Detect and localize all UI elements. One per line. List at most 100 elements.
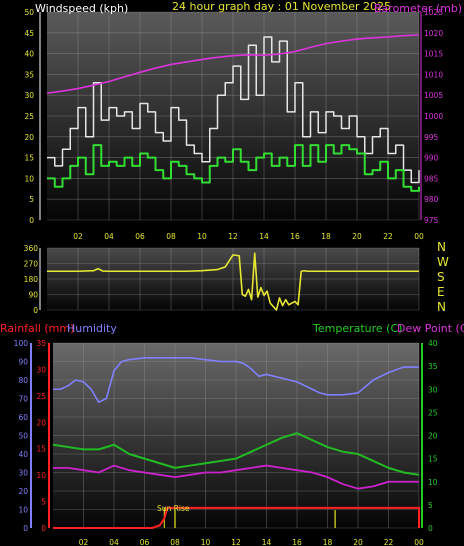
barometer-y-tick-label: 1020 [424,29,443,38]
direction-y-tick-label: 360 [24,244,39,253]
temp-y-tick-label: 15 [428,455,438,464]
rainfall-line [53,506,420,529]
wind-average-line [47,144,420,192]
wind-gust-line [47,36,420,184]
humidity-y-tick-label: 70 [18,395,28,404]
x-tick-label: 02 [73,232,83,241]
chart-title: 24 hour graph day : 01 November 2025 [172,0,391,13]
rain-y-tick-label: 5 [41,498,46,507]
humidity-line [53,356,419,404]
direction-y-tick-label: 270 [24,260,39,269]
wind-y-tick-label: 30 [24,91,34,100]
temp-y-tick-label: 40 [428,339,438,348]
barometer-y-tick-label: 1025 [424,8,443,17]
compass-w: W [437,255,449,269]
rain-y-tick-label: 15 [36,445,46,454]
wind-y-tick-label: 15 [24,154,34,163]
direction-y-tick-label: 0 [33,306,38,315]
humidity-y-tick-label: 60 [18,413,28,422]
x-tick-label: 00 [414,232,424,241]
x-tick-label: 04 [104,232,114,241]
barometer-y-tick-label: 995 [424,133,439,142]
wind-y-tick-label: 25 [24,112,34,121]
humidity-y-tick-label: 40 [18,450,28,459]
barometer-y-tick-label: 990 [424,154,439,163]
x-tick-label: 06 [140,538,150,546]
x-tick-label: 12 [231,538,241,546]
humidity-y-tick-label: 10 [18,506,28,515]
x-tick-label: 14 [262,538,272,546]
temp-y-tick-label: 25 [428,408,438,417]
x-tick-label: 08 [170,538,180,546]
temp-y-tick-label: 0 [428,524,433,533]
barometer-y-tick-label: 1005 [424,91,443,100]
x-tick-label: 10 [197,232,207,241]
rain-y-tick-label: 25 [36,392,46,401]
barometer-y-tick-label: 1015 [424,50,443,59]
x-tick-label: 20 [353,538,363,546]
humidity-y-tick-label: 50 [18,432,28,441]
temperature-line [52,432,420,476]
rain-y-tick-label: 20 [36,418,46,427]
x-tick-label: 20 [352,232,362,241]
barometer-y-tick-label: 1010 [424,70,443,79]
x-tick-label: 22 [384,538,394,546]
wind-y-tick-label: 50 [24,8,34,17]
humidity-axis-label: Humidity [67,322,117,335]
x-tick-label: 18 [321,232,331,241]
rainfall-axis-label: Rainfall (mm) [0,322,74,335]
dewpoint-line [53,464,419,490]
barometer-line [46,34,420,94]
x-tick-label: 16 [292,538,302,546]
temp-y-tick-label: 30 [428,385,438,394]
barometer-axis-label: Barometer (mb) [374,2,462,15]
wind-direction-line [47,252,419,311]
rain-y-tick-label: 10 [36,471,46,480]
temp-y-tick-label: 20 [428,432,438,441]
rain-y-tick-label: 35 [36,339,46,348]
x-tick-label: 22 [383,232,393,241]
humidity-y-tick-label: 80 [18,376,28,385]
x-tick-label: 14 [259,232,269,241]
barometer-y-tick-label: 985 [424,174,439,183]
barometer-y-tick-label: 975 [424,216,439,225]
x-tick-label: 00 [414,538,424,546]
sunrise-label: Sun Rise [157,504,190,513]
wind-y-tick-label: 10 [24,174,34,183]
temp-y-tick-label: 10 [428,478,438,487]
wind-y-tick-label: 35 [24,70,34,79]
temp-y-tick-label: 5 [428,501,433,510]
rain-y-tick-label: 30 [36,365,46,374]
x-tick-label: 04 [109,538,119,546]
compass-n-top: N [437,240,446,254]
compass-n-bottom: N [437,300,446,314]
wind-y-tick-label: 20 [24,133,34,142]
temperature-axis-label: Temperature (C) [312,322,402,335]
direction-y-tick-label: 180 [24,275,39,284]
rain-y-tick-label: 0 [41,524,46,533]
compass-s: S [437,270,445,284]
windspeed-axis-label: Windspeed (kph) [35,2,128,15]
x-tick-label: 10 [201,538,211,546]
wind-y-tick-label: 45 [24,29,34,38]
humidity-y-tick-label: 100 [14,339,29,348]
x-tick-label: 16 [290,232,300,241]
humidity-y-tick-label: 20 [18,487,28,496]
wind-y-tick-label: 40 [24,50,34,59]
temp-y-tick-label: 35 [428,362,438,371]
compass-e: E [437,285,445,299]
x-tick-label: 18 [323,538,333,546]
dewpoint-axis-label: Dew Point (C) [397,322,464,335]
x-tick-label: 12 [228,232,238,241]
x-tick-label: 06 [135,232,145,241]
humidity-y-tick-label: 90 [18,358,28,367]
humidity-y-tick-label: 30 [18,469,28,478]
barometer-y-tick-label: 980 [424,195,439,204]
wind-y-tick-label: 0 [29,216,34,225]
x-tick-label: 08 [166,232,176,241]
barometer-y-tick-label: 1000 [424,112,443,121]
humidity-y-tick-label: 0 [23,524,28,533]
direction-y-tick-label: 90 [28,291,38,300]
wind-y-tick-label: 5 [29,195,34,204]
